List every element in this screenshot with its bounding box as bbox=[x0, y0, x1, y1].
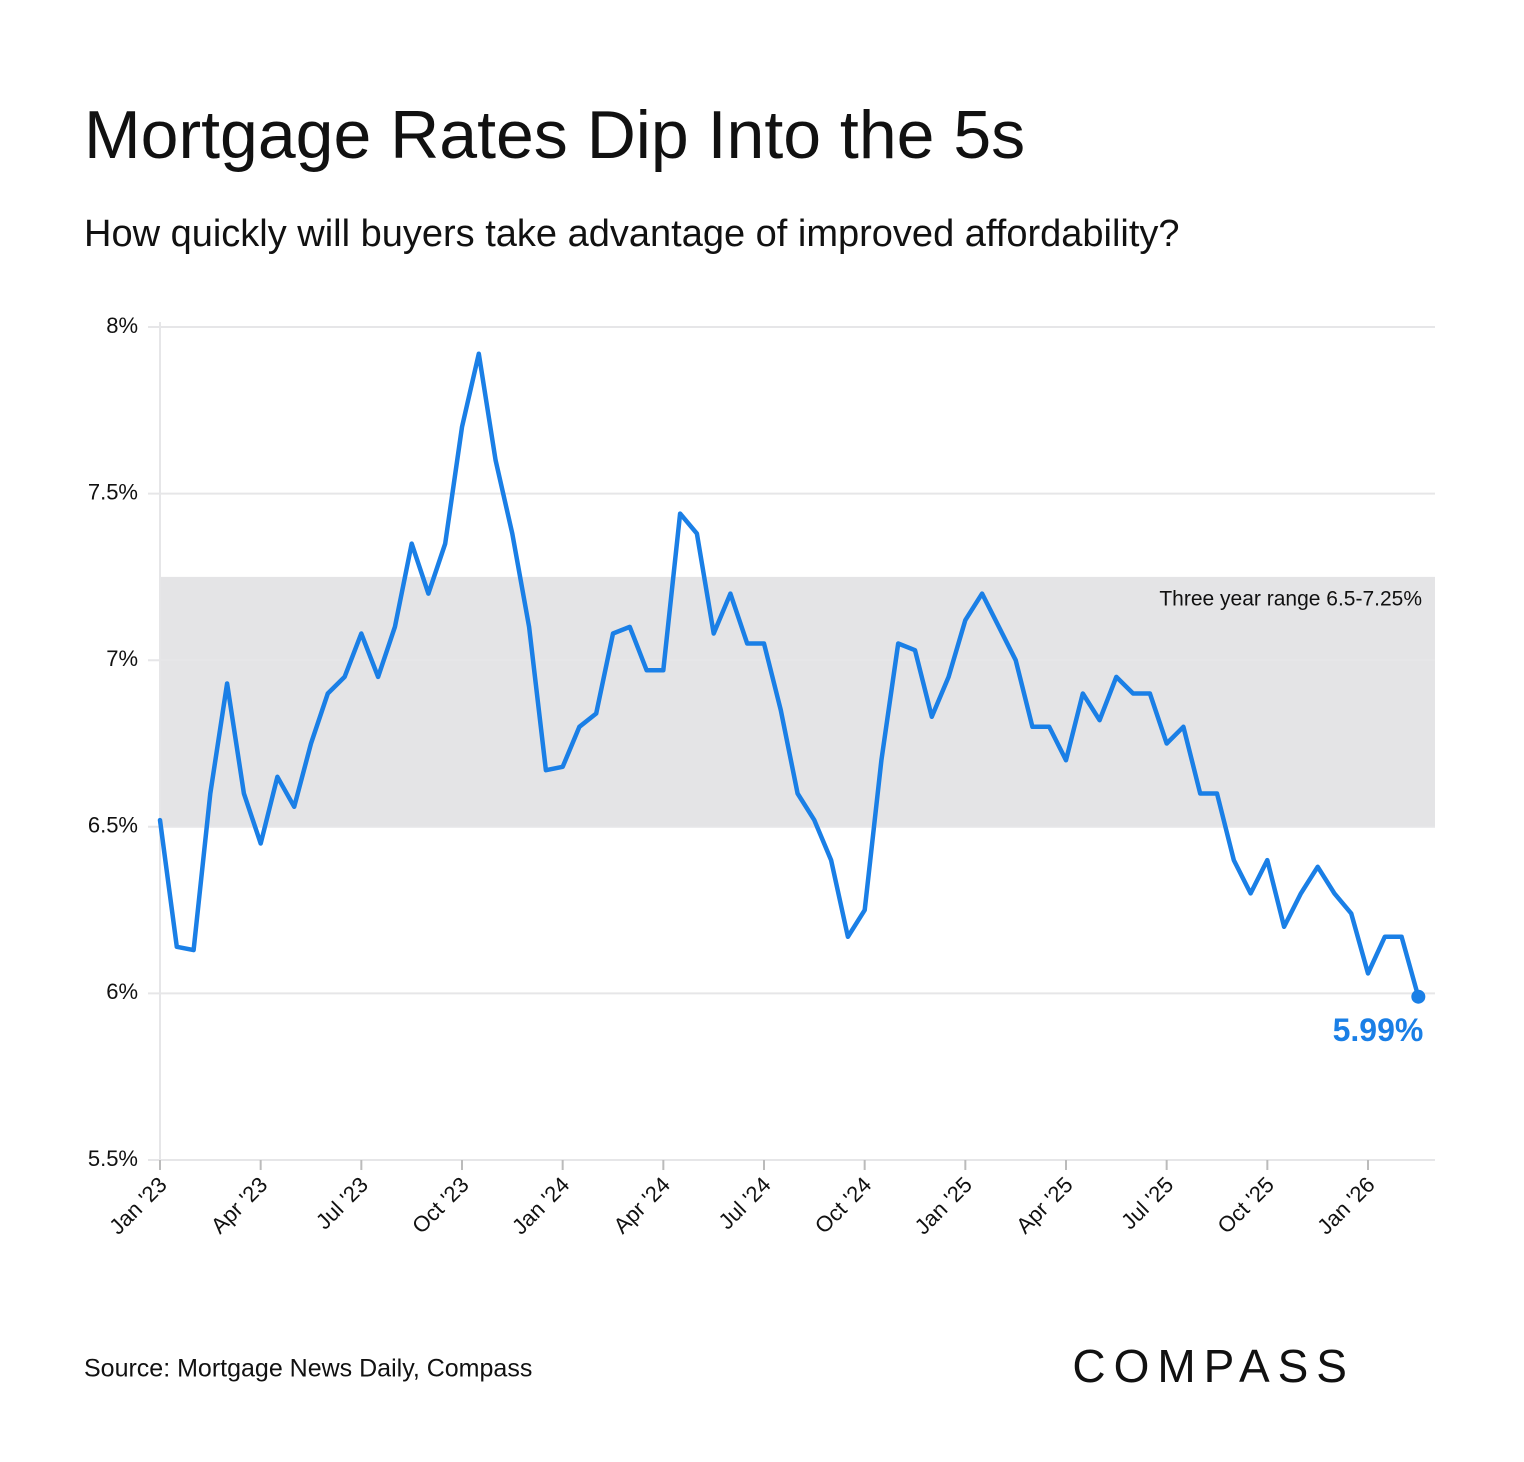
x-tick-label: Jan '26 bbox=[1312, 1172, 1379, 1239]
y-tick-label: 6% bbox=[106, 979, 138, 1004]
chart-title: Mortgage Rates Dip Into the 5s bbox=[84, 97, 1025, 173]
brand-logo: COMPASS bbox=[1072, 1340, 1355, 1392]
range-label: Three year range 6.5-7.25% bbox=[1159, 587, 1422, 610]
value-label: 5.99% bbox=[1333, 1012, 1424, 1048]
source: Source: Mortgage News Daily, Compass bbox=[84, 1355, 532, 1383]
x-tick-label: Jul '25 bbox=[1116, 1172, 1178, 1234]
chart-subtitle: How quickly will buyers take advantage o… bbox=[84, 213, 1180, 255]
x-tick-label: Jan '23 bbox=[104, 1172, 171, 1239]
y-tick-label: 5.5% bbox=[88, 1146, 138, 1171]
end-point bbox=[1411, 989, 1426, 1004]
y-tick-label: 8% bbox=[106, 313, 138, 338]
y-tick-label: 7% bbox=[106, 646, 138, 671]
x-tick-label: Jul '24 bbox=[713, 1172, 775, 1234]
rate-line bbox=[157, 351, 1421, 999]
x-tick-label: Jan '24 bbox=[507, 1172, 574, 1239]
x-tick-label: Apr '24 bbox=[608, 1172, 674, 1238]
x-tick-label: Jan '25 bbox=[910, 1172, 977, 1239]
x-tick-label: Apr '23 bbox=[206, 1172, 272, 1238]
x-tick-label: Apr '25 bbox=[1011, 1172, 1077, 1238]
y-tick-label: 6.5% bbox=[88, 813, 138, 838]
x-tick-label: Oct '23 bbox=[407, 1172, 473, 1238]
x-tick-label: Jul '23 bbox=[311, 1172, 373, 1234]
y-tick-label: 7.5% bbox=[88, 479, 138, 504]
x-tick-label: Oct '25 bbox=[1212, 1172, 1278, 1238]
x-tick-label: Oct '24 bbox=[810, 1172, 876, 1238]
